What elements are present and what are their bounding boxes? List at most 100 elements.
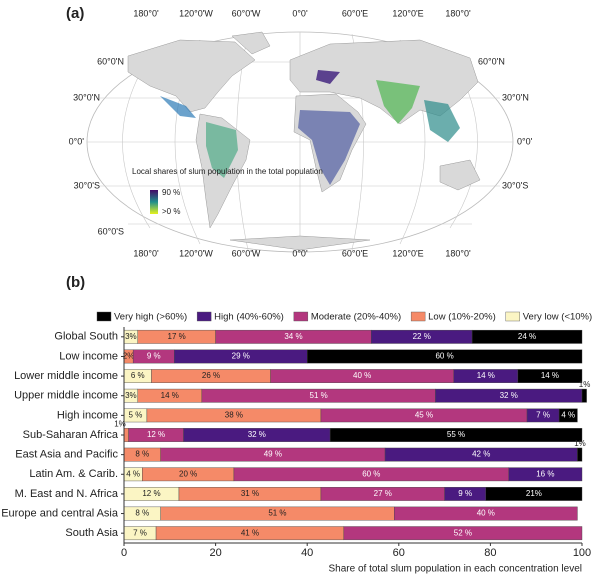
value-label: 8 % [135,450,149,459]
y-tick-label: Upper middle income [14,390,118,402]
value-label: 17 % [168,332,186,341]
y-tick-label: Global South [54,331,118,343]
value-label: 9 % [147,352,161,361]
longitude-label: 0°0' [292,248,308,258]
value-label: 45 % [415,410,433,419]
longitude-label: 120°0'E [392,8,423,18]
value-label: 1% [574,439,586,448]
x-tick-label: 20 [209,547,221,559]
longitude-label: 120°0'W [179,248,213,258]
x-tick-label: 60 [393,547,405,559]
legend-swatch [410,311,426,322]
longitude-label: 60°0'E [342,8,368,18]
y-tick-label: South Asia [65,527,118,539]
slum-shares [160,70,460,185]
y-tick-label: High income [57,409,118,421]
panel-label: (a) [66,5,84,22]
y-tick-label: Europe and central Asia [1,507,119,519]
longitude-label: 180°0' [133,8,159,18]
longitude-label: 120°0'E [392,248,423,258]
longitude-label: 120°0'W [179,8,213,18]
bar-segment [558,408,578,423]
value-label: 32 % [248,430,266,439]
value-label: 32 % [500,391,518,400]
panel-label: (b) [66,274,85,291]
value-label: 9 % [458,489,472,498]
x-tick-label: 80 [484,547,496,559]
map-legend-title: Local shares of slum population in the t… [132,167,323,176]
longitude-label: 0°0' [292,8,308,18]
legend-swatch [293,311,309,322]
value-label: 24 % [518,332,536,341]
value-label: 40 % [353,371,371,380]
world-map: Local shares of slum population in the t… [86,31,514,253]
value-label: 14 % [161,391,179,400]
value-label: 5 % [129,410,143,419]
value-label: 27 % [374,489,392,498]
value-label: 31 % [241,489,259,498]
value-label: 49 % [264,450,282,459]
value-label: 4 % [126,469,140,478]
longitude-label: 60°0'W [232,248,261,258]
latitude-label: 60°0'S [98,226,124,236]
latitude-label: 30°0'S [502,180,528,190]
x-tick-label: 0 [121,547,127,559]
bar-segment [517,369,583,383]
latitude-label: 0°0' [69,136,85,146]
value-label: 20 % [179,469,197,478]
value-label: 2% [123,352,135,361]
value-label: 16 % [536,469,554,478]
value-label: 55 % [447,430,465,439]
value-label: 3% [125,332,137,341]
longitude-label: 180°0' [445,248,471,258]
y-tick-label: Latin Am. & Carib. [29,468,118,480]
bar-segment [329,428,583,442]
latitude-label: 0°0' [517,136,533,146]
latitude-label: 30°0'N [502,92,529,102]
bar-segment [471,329,583,344]
legend-label: Low (10%-20%) [428,312,496,323]
map-legend-max: 90 % [162,188,180,197]
longitude-label: 60°0'E [342,248,368,258]
x-tick-label: 40 [301,547,313,559]
value-label: 26 % [202,371,220,380]
value-label: 29 % [232,352,250,361]
value-label: 1% [579,380,591,389]
value-label: 14 % [477,371,495,380]
legend-swatch [505,311,520,322]
value-label: 21% [526,489,542,498]
latitude-label: 30°0'N [73,92,100,102]
value-label: 6 % [131,371,145,380]
y-tick-label: Lower middle income [14,370,118,382]
value-label: 52 % [454,528,472,537]
bar-segment [485,487,583,501]
value-label: 12 % [142,489,160,498]
longitude-label: 180°0' [445,8,471,18]
value-label: 7 % [133,528,147,537]
value-label: 14 % [541,371,559,380]
y-tick-label: Low income [59,350,118,362]
latitude-label: 60°0'N [97,56,124,66]
latitude-label: 60°0'N [478,56,505,66]
value-label: 38 % [225,410,243,419]
y-tick-label: M. East and N. Africa [15,488,119,500]
value-label: 41 % [241,528,259,537]
legend-swatch [196,311,212,322]
x-tick-label: 100 [573,547,591,559]
x-axis-label: Share of total slum population in each c… [329,564,583,575]
bar-segment [508,467,583,482]
value-label: 40 % [477,509,495,518]
bar-segment [577,447,583,462]
bar-segment [581,388,587,403]
legend-swatch [96,311,112,322]
bar-segment [394,506,578,521]
value-label: 60 % [362,469,380,478]
value-label: 60 % [435,352,453,361]
bar-segment [123,428,129,442]
latitude-label: 30°0'S [74,180,100,190]
value-label: 51 % [268,509,286,518]
value-label: 1% [114,419,126,428]
bar-chart: (b) Very high (>60%) High (40%-60%) Moderat… [1,274,592,575]
map-legend-ramp [150,190,158,214]
